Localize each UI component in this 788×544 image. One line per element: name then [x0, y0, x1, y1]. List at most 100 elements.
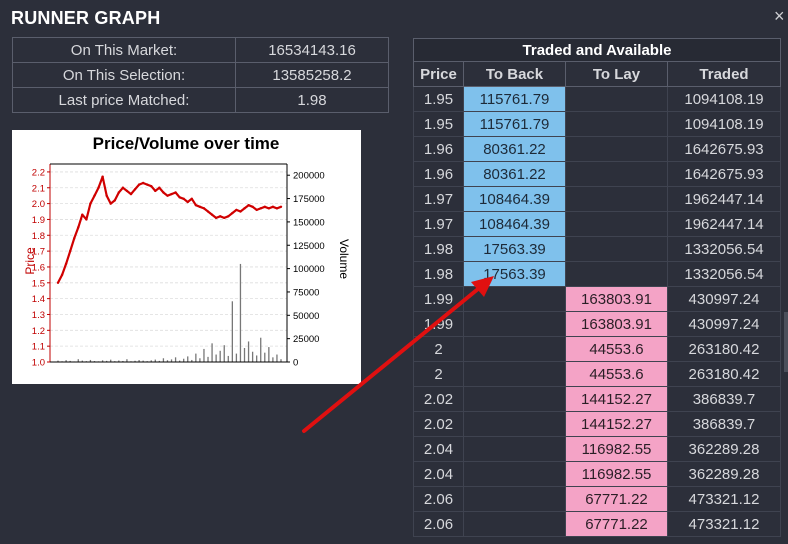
price-cell: 1.98: [413, 261, 464, 287]
back-cell[interactable]: 108464.39: [463, 211, 566, 237]
summary-value: 13585258.2: [235, 62, 389, 88]
lay-cell[interactable]: [565, 186, 668, 212]
window-title: RUNNER GRAPH: [11, 8, 161, 28]
price-point: [150, 184, 153, 188]
ladder-row: 2.02 144152.27 386839.7: [413, 411, 781, 437]
lay-cell[interactable]: [565, 111, 668, 137]
ladder-title: Traded and Available: [413, 38, 781, 62]
price-point: [247, 203, 250, 207]
traded-cell: 1962447.14: [667, 186, 781, 212]
price-point: [137, 183, 141, 186]
lay-cell[interactable]: 67771.22: [565, 511, 668, 537]
traded-cell: 386839.7: [667, 411, 781, 437]
back-cell[interactable]: [463, 511, 566, 537]
lay-cell[interactable]: 163803.91: [565, 311, 668, 337]
traded-cell: 362289.28: [667, 436, 781, 462]
chart-plot-area: 1.0 1.1 1.2 1.3 1.4 1.5 1.6 1.7 1.8 1.9 2.0 2.1 2.2 0…: [32, 163, 325, 369]
price-point: [89, 202, 92, 205]
ladder-row: 2 44553.6 263180.42: [413, 336, 781, 362]
price-cell: 1.99: [413, 286, 464, 312]
lay-cell[interactable]: 144152.27: [565, 411, 668, 437]
back-cell[interactable]: 108464.39: [463, 186, 566, 212]
back-cell[interactable]: [463, 386, 566, 412]
lay-cell[interactable]: 67771.22: [565, 486, 668, 512]
chart-svg: Price/Volume over time Price Volume 1.01…: [23, 134, 351, 369]
price-point: [146, 183, 149, 186]
y-tick-label: 1.0: [32, 358, 45, 369]
lay-cell[interactable]: [565, 86, 668, 112]
back-cell[interactable]: [463, 286, 566, 312]
y-tick-label: 2.0: [32, 199, 45, 210]
ladder-row: 2.06 67771.22 473321.12: [413, 511, 781, 537]
lay-cell[interactable]: [565, 161, 668, 187]
price-point: [85, 218, 88, 221]
price-ladder-table: Traded and Available Price To Back To La…: [413, 38, 781, 537]
y2-tick-label: 100000: [293, 264, 325, 275]
lay-cell[interactable]: 144152.27: [565, 386, 668, 412]
lay-cell[interactable]: 44553.6: [565, 361, 668, 387]
back-cell[interactable]: [463, 461, 566, 487]
traded-cell: 473321.12: [667, 511, 781, 537]
back-cell[interactable]: 80361.22: [463, 161, 566, 187]
back-cell[interactable]: [463, 411, 566, 437]
lay-cell[interactable]: [565, 236, 668, 262]
price-point: [68, 249, 72, 253]
lay-cell[interactable]: [565, 136, 668, 162]
price-point: [97, 186, 100, 189]
price-cell: 1.97: [413, 186, 464, 212]
lay-cell[interactable]: [565, 211, 668, 237]
market-summary-table: On This Market: 16534143.16 On This Sele…: [12, 37, 389, 113]
y-tick-label: 1.8: [32, 231, 45, 242]
price-point: [186, 200, 189, 204]
price-point: [105, 194, 108, 197]
price-point: [170, 192, 173, 196]
ladder-row: 1.98 17563.39 1332056.54: [413, 261, 781, 287]
lay-cell[interactable]: 116982.55: [565, 436, 668, 462]
price-point: [271, 205, 275, 208]
ladder-row: 1.97 108464.39 1962447.14: [413, 211, 781, 237]
price-point: [198, 205, 202, 208]
back-cell[interactable]: 17563.39: [463, 236, 566, 262]
back-cell[interactable]: 115761.79: [463, 86, 566, 112]
traded-cell: 386839.7: [667, 386, 781, 412]
price-point: [218, 215, 222, 218]
y-tick-label: 2.1: [32, 183, 45, 194]
back-cell[interactable]: [463, 436, 566, 462]
traded-cell: 430997.24: [667, 311, 781, 337]
ladder-row: 1.96 80361.22 1642675.93: [413, 136, 781, 162]
price-point: [109, 202, 112, 205]
price-point: [275, 207, 279, 210]
back-cell[interactable]: [463, 311, 566, 337]
ladder-row: 2.04 116982.55 362289.28: [413, 461, 781, 487]
price-point: [129, 192, 133, 196]
lay-cell[interactable]: 116982.55: [565, 461, 668, 487]
back-cell[interactable]: [463, 336, 566, 362]
traded-cell: 263180.42: [667, 361, 781, 387]
chart-y2-axis-label: Volume: [337, 239, 351, 279]
back-cell[interactable]: 80361.22: [463, 136, 566, 162]
price-point: [202, 207, 206, 210]
summary-label: On This Selection:: [12, 62, 236, 88]
lay-cell[interactable]: 163803.91: [565, 286, 668, 312]
lay-cell[interactable]: 44553.6: [565, 336, 668, 362]
price-cell: 2.02: [413, 386, 464, 412]
column-header-to-lay: To Lay: [565, 61, 668, 87]
summary-value: 1.98: [235, 87, 389, 113]
back-cell[interactable]: 17563.39: [463, 261, 566, 287]
price-cell: 2: [413, 336, 464, 362]
back-cell[interactable]: [463, 486, 566, 512]
y2-tick-label: 25000: [293, 334, 319, 345]
scrollbar-thumb[interactable]: [784, 312, 788, 372]
price-cell: 1.98: [413, 236, 464, 262]
price-point: [77, 226, 80, 229]
price-cell: 2.06: [413, 511, 464, 537]
lay-cell[interactable]: [565, 261, 668, 287]
price-point: [162, 191, 165, 194]
ladder-row: 1.99 163803.91 430997.24: [413, 311, 781, 337]
back-cell[interactable]: 115761.79: [463, 111, 566, 137]
y2-tick-label: 200000: [293, 171, 325, 182]
price-point: [267, 207, 271, 210]
price-point: [214, 216, 218, 220]
close-icon[interactable]: ×: [774, 6, 785, 26]
back-cell[interactable]: [463, 361, 566, 387]
